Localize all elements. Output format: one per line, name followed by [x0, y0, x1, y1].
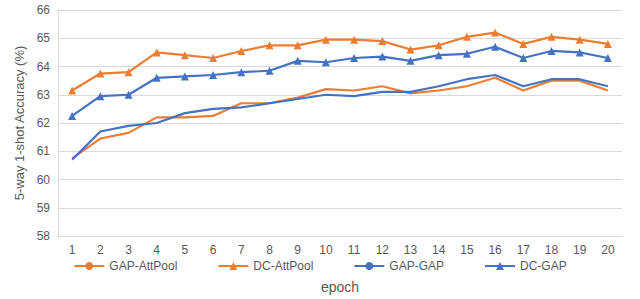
svg-text:58: 58	[37, 229, 51, 243]
svg-text:19: 19	[573, 243, 587, 257]
svg-text:15: 15	[460, 243, 474, 257]
svg-text:6: 6	[210, 243, 217, 257]
svg-text:14: 14	[432, 243, 446, 257]
svg-text:2: 2	[97, 243, 104, 257]
svg-text:17: 17	[517, 243, 531, 257]
svg-text:13: 13	[404, 243, 418, 257]
svg-text:12: 12	[376, 243, 390, 257]
svg-text:GAP-AttPool: GAP-AttPool	[109, 259, 177, 273]
svg-text:7: 7	[238, 243, 245, 257]
svg-text:11: 11	[348, 243, 361, 257]
svg-text:5: 5	[182, 243, 189, 257]
svg-text:8: 8	[266, 243, 273, 257]
svg-text:18: 18	[545, 243, 559, 257]
svg-text:60: 60	[37, 173, 51, 187]
svg-text:epoch: epoch	[321, 279, 359, 295]
svg-text:4: 4	[153, 243, 160, 257]
svg-text:66: 66	[37, 3, 51, 17]
svg-text:64: 64	[37, 60, 51, 74]
svg-text:10: 10	[319, 243, 333, 257]
svg-text:3: 3	[125, 243, 132, 257]
svg-text:61: 61	[37, 144, 51, 158]
svg-text:16: 16	[488, 243, 502, 257]
svg-text:1: 1	[69, 243, 76, 257]
svg-text:62: 62	[37, 116, 51, 130]
svg-text:20: 20	[601, 243, 615, 257]
svg-text:59: 59	[37, 201, 51, 215]
svg-text:65: 65	[37, 31, 51, 45]
svg-text:GAP-GAP: GAP-GAP	[389, 259, 444, 273]
svg-text:63: 63	[37, 88, 51, 102]
svg-text:DC-AttPool: DC-AttPool	[253, 259, 313, 273]
svg-text:DC-GAP: DC-GAP	[520, 259, 567, 273]
svg-text:9: 9	[294, 243, 301, 257]
svg-text:5-way 1-shot Accuracy (%): 5-way 1-shot Accuracy (%)	[12, 46, 27, 201]
